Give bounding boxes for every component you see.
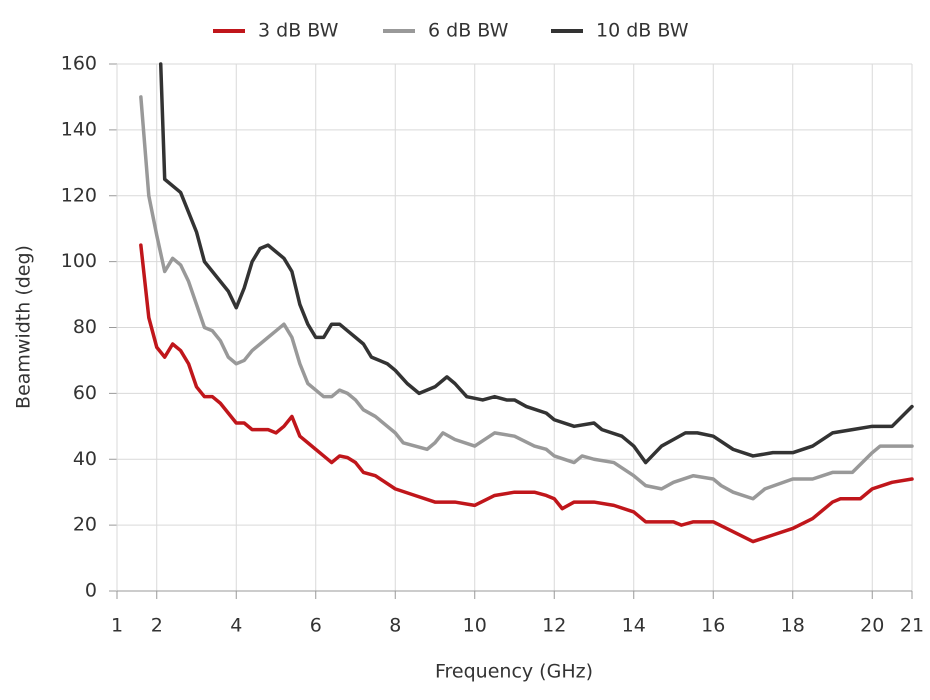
y-tick-label: 140 — [61, 118, 97, 140]
x-tick-label: 6 — [310, 615, 322, 637]
x-tick-label: 18 — [781, 615, 805, 637]
x-tick-label: 14 — [622, 615, 646, 637]
x-tick-label: 21 — [900, 615, 924, 637]
x-tick-label: 20 — [860, 615, 884, 637]
x-tick-label: 12 — [542, 615, 566, 637]
x-tick-label: 16 — [701, 615, 725, 637]
y-tick-label: 0 — [85, 580, 97, 602]
x-axis-label: Frequency (GHz) — [435, 661, 593, 683]
y-axis-label: Beamwidth (deg) — [13, 245, 35, 409]
series-line — [139, 95, 914, 501]
legend-label: 10 dB BW — [596, 20, 689, 42]
y-tick-label: 60 — [73, 382, 97, 404]
y-tick-label: 80 — [73, 316, 97, 338]
legend-label: 3 dB BW — [258, 20, 339, 42]
x-tick-label: 1 — [111, 615, 123, 637]
x-tick-label: 2 — [151, 615, 163, 637]
y-tick-label: 160 — [61, 53, 97, 75]
series-line — [139, 243, 914, 544]
legend-label: 6 dB BW — [428, 20, 509, 42]
y-tick-label: 40 — [73, 448, 97, 470]
y-tick-label: 20 — [73, 514, 97, 536]
x-tick-label: 10 — [463, 615, 487, 637]
x-tick-label: 4 — [230, 615, 242, 637]
y-tick-label: 100 — [61, 250, 97, 272]
y-tick-label: 120 — [61, 184, 97, 206]
x-tick-label: 8 — [389, 615, 401, 637]
series-line — [158, 62, 914, 465]
